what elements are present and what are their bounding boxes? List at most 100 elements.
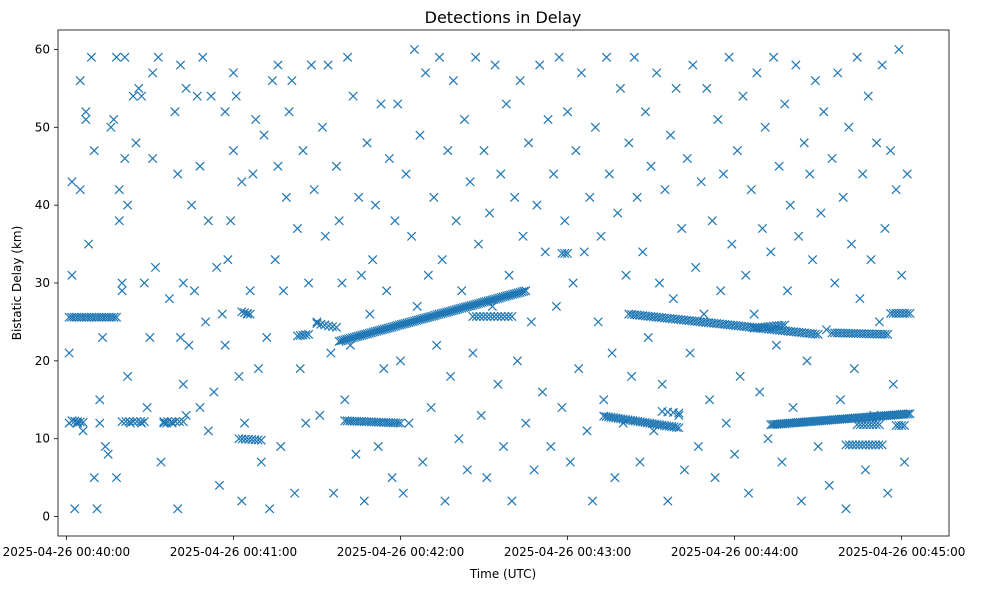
data-point-marker <box>710 472 720 483</box>
data-point-marker <box>303 278 314 288</box>
data-point-marker <box>582 426 592 436</box>
data-point-marker <box>810 329 821 339</box>
data-point-marker <box>132 416 142 427</box>
data-point-marker <box>813 441 823 452</box>
data-point-marker <box>624 138 634 148</box>
data-point-marker <box>70 504 80 514</box>
data-point-marker <box>111 312 122 322</box>
data-point-marker <box>264 504 275 514</box>
data-point-marker <box>587 496 598 506</box>
data-point-marker <box>153 52 163 62</box>
x-tick-label: 2025-04-26 00:44:00 <box>671 545 798 559</box>
data-point-marker <box>732 146 743 156</box>
data-point-marker <box>554 52 564 62</box>
data-point-marker <box>640 107 651 117</box>
data-point-marker <box>665 130 676 140</box>
data-point-marker <box>562 248 573 259</box>
data-point-marker <box>891 184 901 195</box>
data-point-marker <box>120 52 130 62</box>
data-point-marker <box>298 146 308 156</box>
data-point-marker <box>212 262 222 273</box>
data-point-marker <box>568 278 578 288</box>
data-point-marker <box>301 418 311 428</box>
data-point-marker <box>326 348 336 358</box>
data-point-marker <box>830 278 840 288</box>
data-point-marker <box>849 364 859 374</box>
data-point-marker <box>462 465 472 475</box>
data-point-marker <box>278 286 289 296</box>
data-point-marker <box>390 216 400 226</box>
data-point-marker <box>883 329 893 340</box>
x-axis-label: Time (UTC) <box>469 567 536 581</box>
data-point-marker <box>707 216 717 226</box>
data-point-marker <box>727 239 737 249</box>
data-point-marker <box>657 379 667 389</box>
data-point-marker <box>613 208 623 218</box>
data-point-marker <box>847 440 858 450</box>
data-point-marker <box>148 68 158 78</box>
data-point-marker <box>337 278 347 288</box>
data-point-marker <box>535 60 545 70</box>
data-point-marker <box>86 52 97 62</box>
data-point-marker <box>780 99 790 109</box>
data-point-marker <box>870 440 881 450</box>
data-point-marker <box>674 410 684 420</box>
data-point-marker <box>404 418 414 428</box>
data-point-marker <box>537 387 548 397</box>
y-tick-label: 30 <box>35 276 50 290</box>
data-point-marker <box>78 417 88 427</box>
data-point-marker <box>106 122 116 132</box>
chart-title: Detections in Delay <box>425 8 582 27</box>
data-point-marker <box>84 239 94 249</box>
data-point-marker <box>109 312 119 322</box>
data-point-marker <box>604 169 614 179</box>
data-point-marker <box>846 239 857 249</box>
data-point-marker <box>306 60 317 70</box>
data-point-marker <box>501 99 511 109</box>
data-point-marker <box>95 418 105 428</box>
data-point-marker <box>866 255 876 265</box>
data-point-marker <box>543 114 553 125</box>
data-point-marker <box>493 379 503 389</box>
data-point-marker <box>270 255 280 265</box>
data-point-marker <box>799 138 809 148</box>
data-point-marker <box>117 278 127 288</box>
data-point-marker <box>565 457 575 467</box>
data-point-marker <box>228 146 239 156</box>
data-point-marker <box>220 340 230 350</box>
data-point-marker <box>75 417 85 427</box>
data-point-marker <box>874 440 884 450</box>
data-point-marker <box>729 449 740 459</box>
data-point-marker <box>838 192 848 202</box>
data-point-marker <box>234 371 244 382</box>
y-axis: 0 10 20 30 40 50 60 <box>35 42 58 524</box>
data-point-marker <box>237 496 247 506</box>
data-point-marker <box>145 332 155 343</box>
data-point-marker <box>596 231 606 241</box>
data-point-marker <box>468 311 478 322</box>
data-point-marker <box>381 286 392 296</box>
data-point-marker <box>478 311 489 322</box>
data-point-marker <box>718 169 729 179</box>
data-point-marker <box>301 330 311 340</box>
data-point-marker <box>901 409 911 419</box>
data-point-marker <box>445 371 456 382</box>
data-point-marker <box>387 472 397 483</box>
data-point-marker <box>248 169 258 179</box>
data-point-marker <box>454 434 464 444</box>
data-point-marker <box>217 309 227 319</box>
data-point-marker <box>874 420 885 430</box>
data-point-marker <box>858 169 868 179</box>
data-point-marker <box>195 161 205 171</box>
data-point-marker <box>320 231 330 241</box>
data-point-marker <box>175 332 186 343</box>
data-point-marker <box>777 457 787 467</box>
data-point-marker <box>654 278 665 288</box>
data-point-marker <box>342 52 353 62</box>
data-point-marker <box>457 286 467 296</box>
data-point-marker <box>317 122 328 132</box>
data-point-marker <box>546 441 556 452</box>
data-point-marker <box>579 247 589 257</box>
data-point-marker <box>362 138 372 148</box>
data-point-marker <box>802 356 812 366</box>
